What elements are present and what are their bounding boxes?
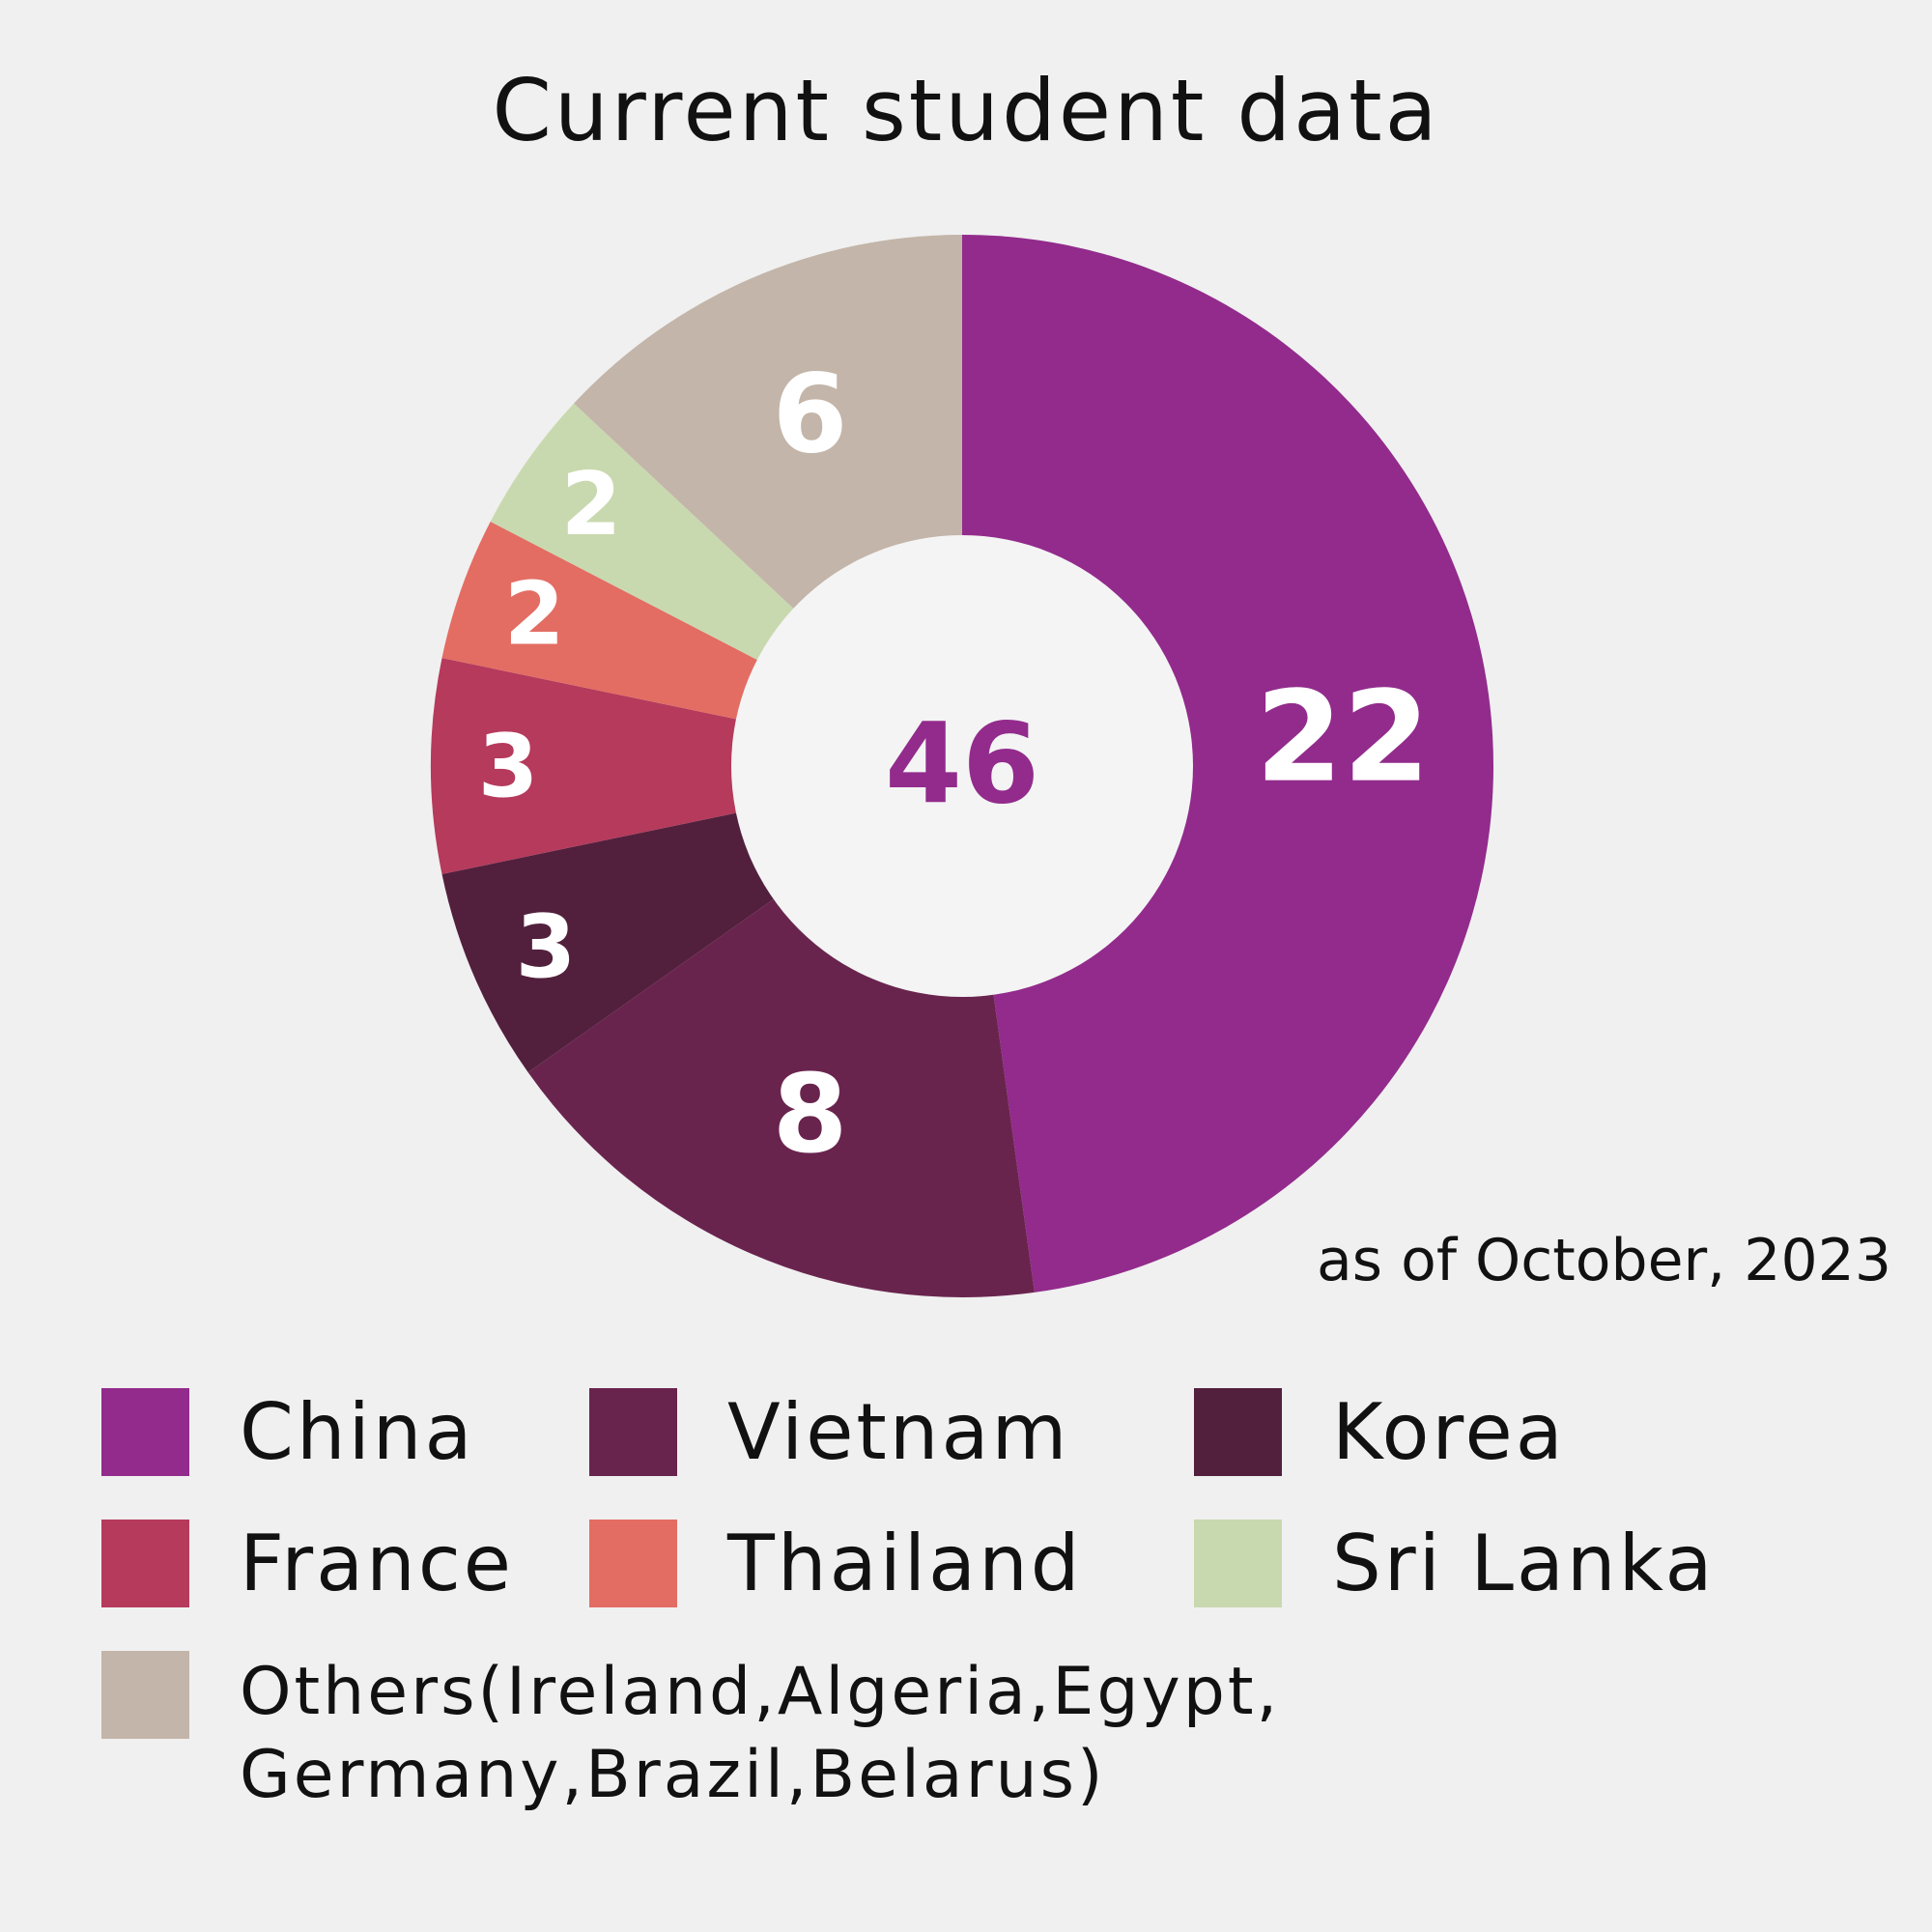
legend-item: China [101,1388,475,1476]
legend-item: Thailand [589,1520,1083,1607]
chart: Current student data 22 8 3 3 22 6 46 [430,61,1493,1298]
value-label: 2 [561,454,622,555]
value-label: 3 [478,716,539,817]
value-label: 6 [773,352,848,477]
value-label: 8 [773,1052,848,1178]
center-total: 46 [885,700,1039,830]
legend-label: Others(Ireland,Algeria,Egypt, Germany,Br… [240,1654,1281,1813]
legend-swatch [101,1651,189,1739]
legend-item: Korea [1194,1388,1566,1476]
legend-label: Thailand [727,1519,1083,1608]
slice [962,235,1493,1293]
value-label: 3 [516,896,577,998]
legend-item: Vietnam [589,1388,1069,1476]
legend-item: France [101,1520,514,1607]
legend-swatch [101,1520,189,1607]
legend-swatch [589,1388,677,1476]
legend-label: France [240,1519,515,1608]
chart-title: Current student data [492,61,1439,160]
slice [430,658,962,874]
value-label: 2 [504,563,565,665]
legend-item: Sri Lanka [1194,1520,1716,1607]
legend-swatch [101,1388,189,1476]
legend-item: Others(Ireland,Algeria,Egypt, Germany,Br… [101,1651,1350,1817]
legend-label: Korea [1332,1387,1566,1477]
value-label: 22 [1256,664,1431,810]
legend-swatch [589,1520,677,1607]
donut-hole [731,535,1193,997]
legend-label: Vietnam [727,1387,1070,1477]
legend-swatch [1194,1388,1282,1476]
legend-label: China [240,1387,475,1477]
legend-swatch [1194,1520,1282,1607]
note: as of October, 2023 [1317,1227,1891,1294]
legend-label: Sri Lanka [1332,1519,1716,1608]
